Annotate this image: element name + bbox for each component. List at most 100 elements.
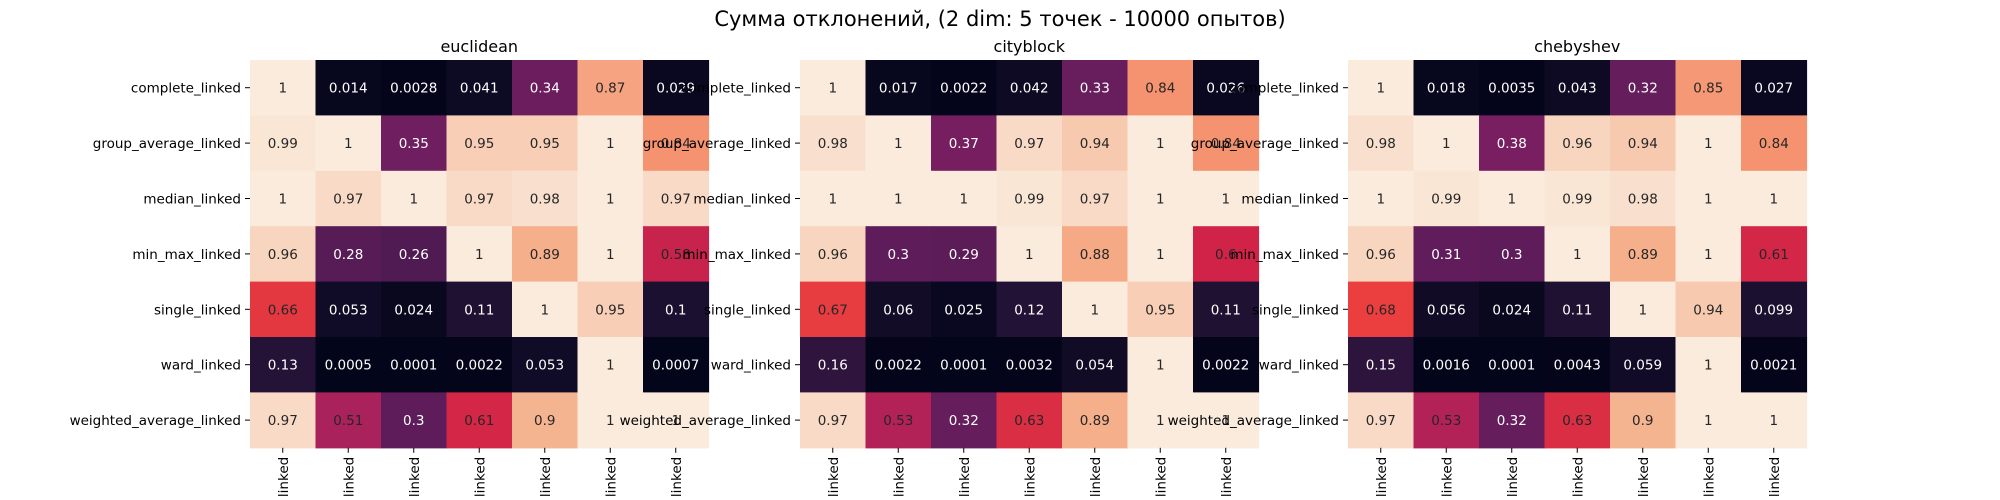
heatmap-cell <box>1544 226 1611 283</box>
cell-value-label: 1 <box>1156 358 1165 374</box>
heatmap-cell <box>1544 60 1611 116</box>
cell-value-label: 0.054 <box>1075 358 1114 374</box>
cell-value-label: 0.0022 <box>1202 358 1249 374</box>
heatmap-cell <box>1413 392 1480 449</box>
cell-value-label: 0.053 <box>525 358 564 374</box>
cell-value-label: 0.053 <box>329 302 368 318</box>
heatmap-cell <box>800 170 867 227</box>
heatmap-cell <box>931 115 998 172</box>
cell-value-label: 0.11 <box>464 302 494 318</box>
heatmap-cell <box>512 281 579 338</box>
heatmap-cell <box>1193 226 1260 283</box>
column-label: linked <box>407 457 423 497</box>
heatmap-cell <box>446 337 513 393</box>
cell-value-label: 1 <box>959 192 968 208</box>
heatmap-cell <box>865 226 932 283</box>
heatmap-cell <box>1127 170 1194 227</box>
cell-value-label: 0.042 <box>1010 81 1049 97</box>
cell-value-label: 0.027 <box>1754 81 1793 97</box>
heatmap-cell <box>250 115 317 172</box>
row-label: min_max_linked <box>1230 247 1339 263</box>
heatmap-cell <box>577 337 644 393</box>
cell-value-label: 0.98 <box>1628 192 1658 208</box>
cell-value-label: 0.017 <box>879 81 918 97</box>
row-label: median_linked <box>693 192 791 208</box>
row-label: single_linked <box>704 302 791 318</box>
row-label: ward_linked <box>711 358 791 374</box>
heatmap-cell <box>1062 226 1129 283</box>
row-label: median_linked <box>1241 192 1339 208</box>
column-label: linked <box>538 457 554 497</box>
heatmap-cell <box>1675 392 1742 449</box>
heatmap-cell <box>1193 392 1260 449</box>
cell-value-label: 1 <box>1704 358 1713 374</box>
heatmap-cell <box>381 226 448 283</box>
heatmap-cell <box>446 170 513 227</box>
cell-value-label: 0.32 <box>949 413 979 429</box>
cell-value-label: 0.63 <box>1014 413 1044 429</box>
row-label: single_linked <box>1252 302 1339 318</box>
cell-value-label: 0.35 <box>399 136 429 152</box>
cell-value-label: 0.024 <box>1492 302 1531 318</box>
cell-value-label: 0.0022 <box>456 358 503 374</box>
cell-value-label: 0.95 <box>595 302 625 318</box>
heatmap-cell <box>250 226 317 283</box>
heatmap-cell <box>446 60 513 116</box>
heatmap-cell <box>1193 170 1260 227</box>
cell-value-label: 0.98 <box>818 136 848 152</box>
heatmap-cell <box>931 170 998 227</box>
heatmap-cell <box>1127 337 1194 393</box>
cell-value-label: 0.041 <box>460 81 499 97</box>
heatmap-cell <box>1062 170 1129 227</box>
heatmap-cell <box>931 281 998 338</box>
heatmap-cell <box>865 281 932 338</box>
cell-value-label: 0.26 <box>399 247 429 263</box>
cell-value-label: 1 <box>1769 413 1778 429</box>
cell-value-label: 0.51 <box>333 413 363 429</box>
cell-value-label: 0.34 <box>530 81 560 97</box>
heatmap-cell <box>446 392 513 449</box>
heatmap-cell <box>315 170 382 227</box>
cell-value-label: 0.024 <box>394 302 433 318</box>
heatmap-cell <box>381 281 448 338</box>
heatmap-cell <box>800 115 867 172</box>
heatmap-cell <box>315 60 382 116</box>
cell-value-label: 1 <box>1704 192 1713 208</box>
cell-value-label: 1 <box>671 413 680 429</box>
cell-value-label: 1 <box>1638 302 1647 318</box>
row-label: group_average_linked <box>643 136 791 152</box>
row-label: group_average_linked <box>1191 136 1339 152</box>
cell-value-label: 0.95 <box>530 136 560 152</box>
heatmap-cell <box>1675 226 1742 283</box>
heatmap-cell <box>865 337 932 393</box>
cell-value-label: 0.99 <box>1014 192 1044 208</box>
heatmap-cell <box>1610 226 1677 283</box>
heatmap-cell <box>250 60 317 116</box>
cell-value-label: 0.0016 <box>1423 358 1470 374</box>
heatmap-cell <box>996 281 1063 338</box>
heatmap-cell <box>1348 226 1415 283</box>
cell-value-label: 1 <box>606 247 615 263</box>
row-label: complete_linked <box>681 81 791 97</box>
cell-value-label: 1 <box>606 358 615 374</box>
cell-value-label: 1 <box>540 302 549 318</box>
heatmap-cell <box>865 115 932 172</box>
cell-value-label: 1 <box>278 192 287 208</box>
heatmap-cell <box>931 392 998 449</box>
heatmap-cell <box>250 281 317 338</box>
cell-value-label: 0.84 <box>1211 136 1241 152</box>
heatmap-cell <box>315 337 382 393</box>
cell-value-label: 1 <box>1376 192 1385 208</box>
heatmap-cell <box>1348 281 1415 338</box>
cell-value-label: 0.96 <box>1562 136 1592 152</box>
heatmap-cell <box>1062 60 1129 116</box>
heatmap-cell <box>1479 281 1546 338</box>
heatmap-cell <box>1348 115 1415 172</box>
heatmap-cell <box>800 281 867 338</box>
cell-value-label: 0.88 <box>1080 247 1110 263</box>
heatmap-cell <box>1062 281 1129 338</box>
heatmap-cell <box>1479 337 1546 393</box>
cell-value-label: 0.96 <box>818 247 848 263</box>
heatmap-cell <box>1741 281 1808 338</box>
heatmap-cell <box>250 337 317 393</box>
